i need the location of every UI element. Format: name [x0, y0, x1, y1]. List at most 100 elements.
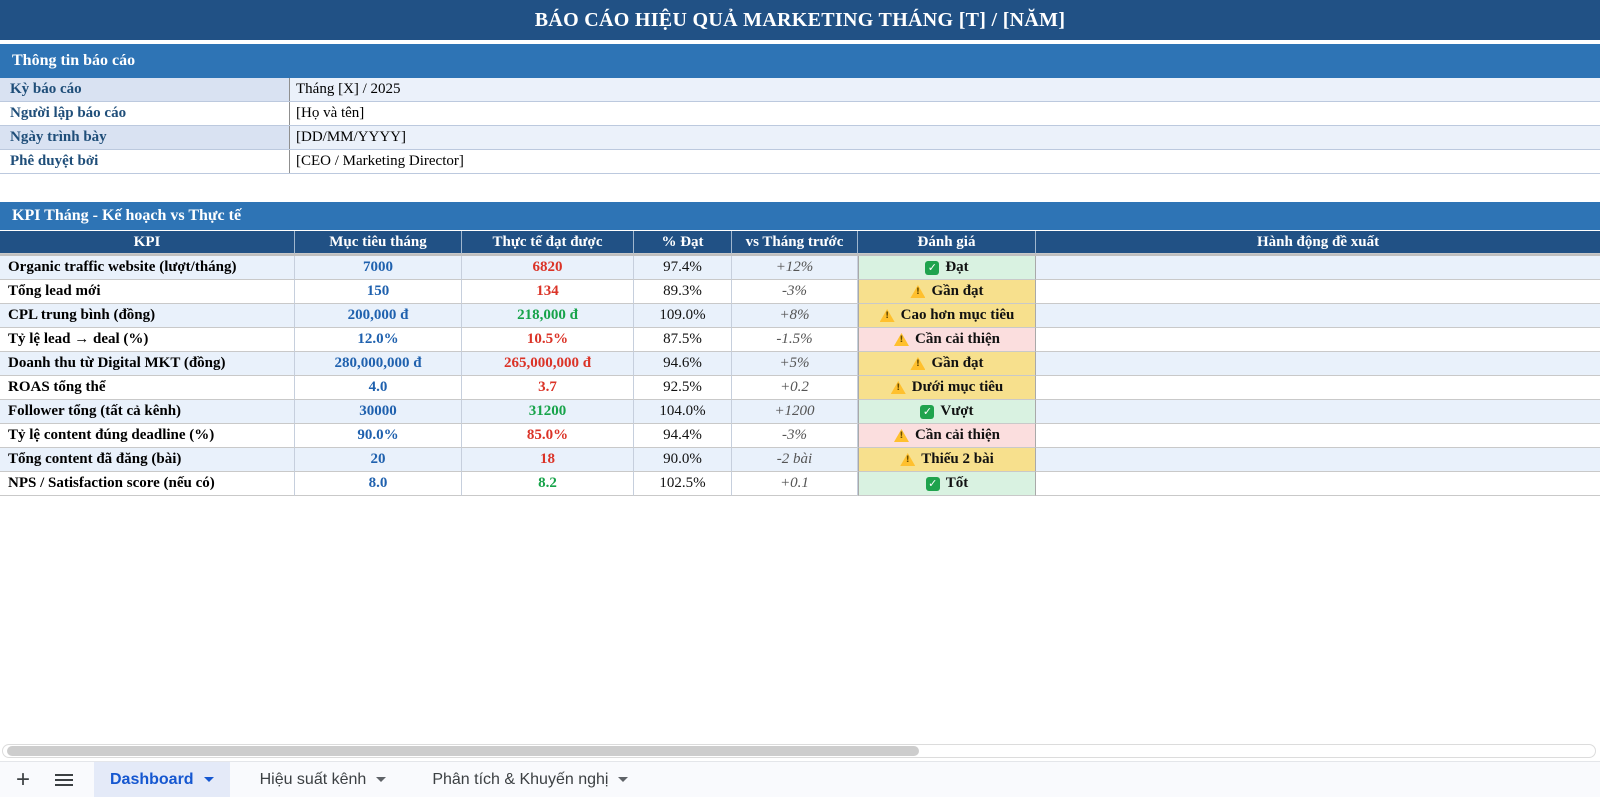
vs-prev-cell: -2 bài: [732, 448, 858, 472]
percent-cell: 94.6%: [634, 352, 732, 376]
sheet-tab-phan-tich-khuyen-nghi[interactable]: Phân tích & Khuyến nghị: [416, 762, 644, 797]
vs-prev-cell: -3%: [732, 424, 858, 448]
actual-cell: 265,000,000 đ: [462, 352, 634, 376]
percent-cell: 90.0%: [634, 448, 732, 472]
add-sheet-button[interactable]: +: [0, 762, 40, 797]
info-label: Phê duyệt bởi: [0, 150, 290, 173]
info-label: Người lập báo cáo: [0, 102, 290, 125]
kpi-name-cell: Tổng content đã đăng (bài): [0, 448, 295, 472]
action-cell: [1036, 280, 1600, 304]
table-row: NPS / Satisfaction score (nếu có) 8.0 8.…: [0, 472, 1600, 496]
info-row: Ngày trình bày [DD/MM/YYYY]: [0, 126, 1600, 150]
column-header: Thực tế đạt được: [462, 231, 634, 254]
plus-icon: +: [15, 765, 30, 793]
info-section-header: Thông tin báo cáo: [0, 44, 1600, 78]
chevron-down-icon[interactable]: [376, 777, 387, 782]
action-cell: [1036, 472, 1600, 496]
kpi-name-cell: Tỷ lệ content đúng deadline (%): [0, 424, 295, 448]
target-cell: 150: [295, 280, 462, 304]
actual-cell: 218,000 đ: [462, 304, 634, 328]
actual-cell: 6820: [462, 256, 634, 280]
kpi-section-header: KPI Tháng - Kế hoạch vs Thực tế: [0, 202, 1600, 230]
info-value: [CEO / Marketing Director]: [290, 150, 1600, 173]
target-cell: 8.0: [295, 472, 462, 496]
sheet-tab-bar: + Dashboard Hiệu suất kênh Phân tích & K…: [0, 761, 1600, 797]
evaluation-label: Gần đạt: [931, 355, 984, 371]
action-cell: [1036, 352, 1600, 376]
kpi-name-cell: CPL trung bình (đồng): [0, 304, 295, 328]
sheet-tab-dashboard[interactable]: Dashboard: [94, 762, 230, 797]
evaluation-label: Vượt: [940, 403, 974, 419]
action-cell: [1036, 304, 1600, 328]
action-cell: [1036, 448, 1600, 472]
column-header: KPI: [0, 231, 295, 254]
action-cell: [1036, 256, 1600, 280]
info-value: Tháng [X] / 2025: [290, 78, 1600, 101]
kpi-section-title: KPI Tháng - Kế hoạch vs Thực tế: [12, 207, 242, 224]
kpi-table-header-row: KPI Mục tiêu tháng Thực tế đạt được % Đạ…: [0, 231, 1600, 256]
evaluation-label: Gần đạt: [931, 283, 984, 299]
warning-icon: [910, 357, 926, 370]
percent-cell: 97.4%: [634, 256, 732, 280]
actual-cell: 8.2: [462, 472, 634, 496]
scrollbar-thumb[interactable]: [7, 746, 919, 756]
evaluation-label: Cần cải thiện: [914, 331, 1000, 347]
evaluation-cell: Gần đạt: [858, 280, 1036, 304]
evaluation-cell: Tốt: [858, 472, 1036, 496]
vs-prev-cell: +5%: [732, 352, 858, 376]
kpi-name-cell: NPS / Satisfaction score (nếu có): [0, 472, 295, 496]
kpi-name-cell: ROAS tổng thể: [0, 376, 295, 400]
percent-cell: 102.5%: [634, 472, 732, 496]
action-cell: [1036, 328, 1600, 352]
evaluation-cell: Cao hơn mục tiêu: [858, 304, 1036, 328]
table-row: Follower tổng (tất cả kênh) 30000 31200 …: [0, 400, 1600, 424]
evaluation-label: Cần cải thiện: [914, 427, 1000, 443]
target-cell: 20: [295, 448, 462, 472]
sheet-tab-hieu-suat-kenh[interactable]: Hiệu suất kênh: [244, 762, 403, 797]
action-cell: [1036, 400, 1600, 424]
target-cell: 280,000,000 đ: [295, 352, 462, 376]
evaluation-label: Tốt: [945, 475, 969, 491]
chevron-down-icon[interactable]: [203, 777, 214, 782]
all-sheets-menu-button[interactable]: [40, 762, 80, 797]
warning-icon: [900, 453, 916, 466]
horizontal-scrollbar[interactable]: [2, 744, 1596, 758]
target-cell: 12.0%: [295, 328, 462, 352]
evaluation-label: Đạt: [945, 259, 969, 275]
warning-icon: [910, 285, 926, 298]
vs-prev-cell: +12%: [732, 256, 858, 280]
column-header: % Đạt: [634, 231, 732, 254]
vs-prev-cell: +0.1: [732, 472, 858, 496]
report-title-bar: BÁO CÁO HIỆU QUẢ MARKETING THÁNG [T] / […: [0, 0, 1600, 40]
actual-cell: 31200: [462, 400, 634, 424]
evaluation-cell: Gần đạt: [858, 352, 1036, 376]
info-label: Kỳ báo cáo: [0, 78, 290, 101]
actual-cell: 134: [462, 280, 634, 304]
info-value: [DD/MM/YYYY]: [290, 126, 1600, 149]
evaluation-cell: Dưới mục tiêu: [858, 376, 1036, 400]
warning-icon: [893, 333, 909, 346]
kpi-table: KPI Mục tiêu tháng Thực tế đạt được % Đạ…: [0, 231, 1600, 496]
actual-cell: 3.7: [462, 376, 634, 400]
vs-prev-cell: -1.5%: [732, 328, 858, 352]
evaluation-cell: Thiếu 2 bài: [858, 448, 1036, 472]
table-row: Tỷ lệ content đúng deadline (%) 90.0% 85…: [0, 424, 1600, 448]
kpi-name-cell: Organic traffic website (lượt/tháng): [0, 256, 295, 280]
kpi-name-cell: Tổng lead mới: [0, 280, 295, 304]
warning-icon: [893, 429, 909, 442]
actual-cell: 10.5%: [462, 328, 634, 352]
info-row: Kỳ báo cáo Tháng [X] / 2025: [0, 78, 1600, 102]
info-row: Người lập báo cáo [Họ và tên]: [0, 102, 1600, 126]
vs-prev-cell: +0.2: [732, 376, 858, 400]
evaluation-cell: Cần cải thiện: [858, 328, 1036, 352]
chevron-down-icon[interactable]: [618, 777, 629, 782]
vs-prev-cell: -3%: [732, 280, 858, 304]
percent-cell: 87.5%: [634, 328, 732, 352]
table-row: Organic traffic website (lượt/tháng) 700…: [0, 256, 1600, 280]
action-cell: [1036, 376, 1600, 400]
target-cell: 4.0: [295, 376, 462, 400]
percent-cell: 109.0%: [634, 304, 732, 328]
column-header: Đánh giá: [858, 231, 1036, 254]
kpi-name-cell: Follower tổng (tất cả kênh): [0, 400, 295, 424]
target-cell: 200,000 đ: [295, 304, 462, 328]
